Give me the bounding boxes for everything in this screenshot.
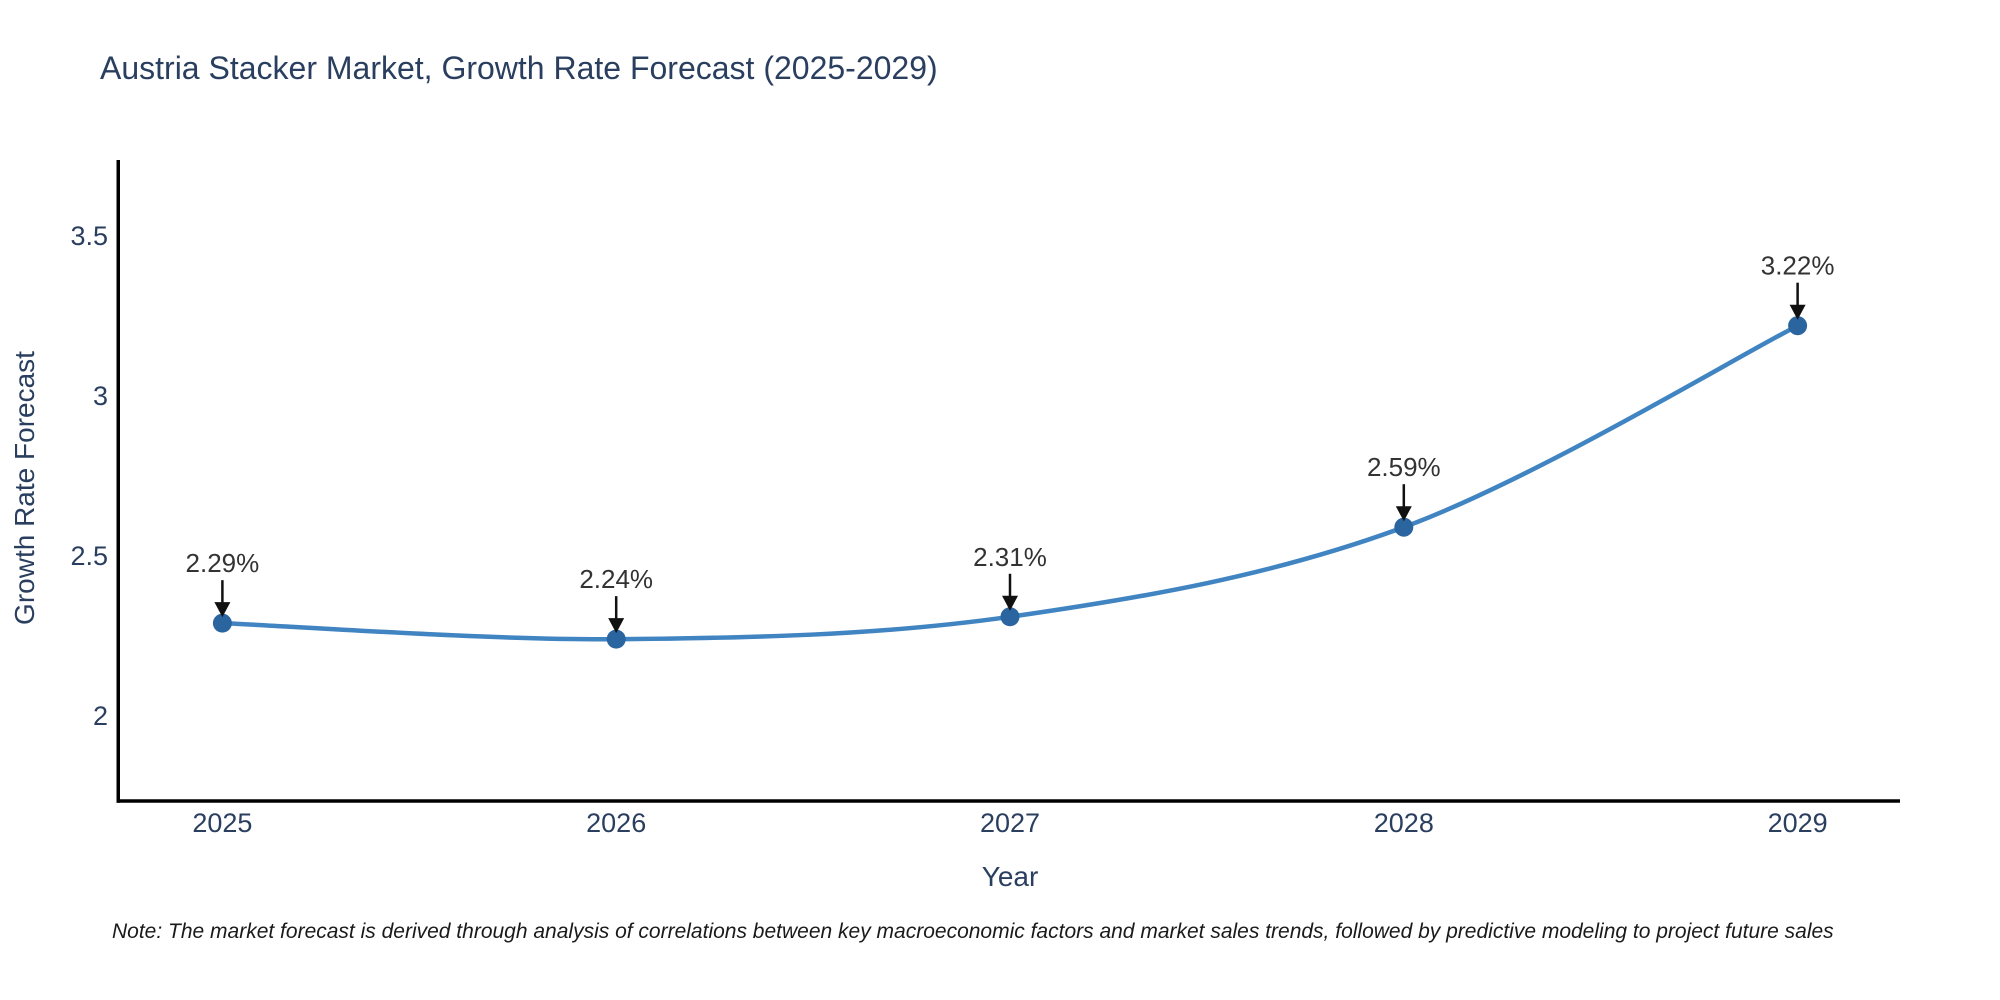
x-tick-label-2026: 2026	[586, 808, 646, 838]
data-point-2027[interactable]	[1000, 607, 1020, 627]
chart-title: Austria Stacker Market, Growth Rate Fore…	[100, 50, 938, 86]
y-tick-label-3: 3	[93, 381, 108, 411]
y-tick-label-3_5: 3.5	[70, 221, 108, 251]
annotation-label-2025: 2.29%	[186, 548, 260, 578]
data-point-2025[interactable]	[212, 613, 232, 633]
annotation-arrowhead-2026	[608, 618, 625, 634]
annotation-label-2026: 2.24%	[579, 564, 653, 594]
annotation-arrowhead-2025	[214, 602, 231, 618]
x-tick-label-2028: 2028	[1374, 808, 1434, 838]
data-point-2026[interactable]	[606, 629, 626, 649]
forecast-line	[220, 323, 1800, 642]
x-axis-title: Year	[981, 861, 1039, 892]
data-point-2028[interactable]	[1394, 517, 1414, 537]
x-tick-label-2027: 2027	[980, 808, 1040, 838]
x-tick-label-2025: 2025	[192, 808, 252, 838]
annotation-arrowhead-2027	[1002, 595, 1018, 611]
y-tick-label-2: 2	[93, 701, 108, 731]
annotation-label-2028: 2.59%	[1367, 452, 1441, 482]
annotation-label-2029: 3.22%	[1761, 251, 1835, 281]
x-tick-label-2029: 2029	[1768, 808, 1828, 838]
y-tick-label-2_5: 2.5	[70, 541, 108, 571]
annotation-label-2027: 2.31%	[973, 542, 1047, 572]
data-point-2029[interactable]	[1788, 316, 1808, 336]
annotation-arrowhead-2029	[1789, 304, 1806, 320]
annotation-arrowhead-2028	[1395, 506, 1412, 522]
footnote: Note: The market forecast is derived thr…	[112, 920, 1834, 943]
